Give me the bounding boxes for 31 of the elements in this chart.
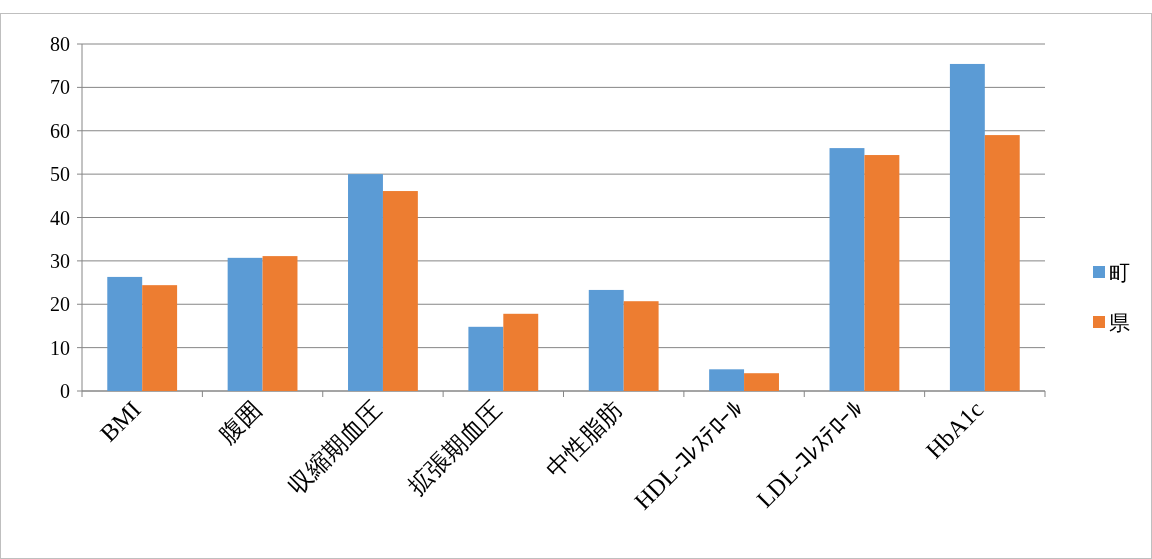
x-tick-label: 中性脂肪 [540,396,628,483]
y-tick-label: 40 [50,206,70,229]
y-tick-label: 10 [50,336,70,359]
y-tick-label: 70 [50,76,70,99]
x-tick-label: 腹囲 [213,396,267,449]
legend-label: 県 [1109,311,1130,335]
bar [227,257,263,391]
bar [262,256,298,391]
y-tick-label: 60 [50,119,70,142]
bar [984,135,1020,391]
y-tick-label: 30 [50,249,70,272]
bar [348,174,383,391]
bar [864,155,900,391]
y-tick-label: 80 [50,33,70,55]
bar [503,313,539,391]
legend-label: 町 [1109,261,1130,285]
x-tick-label: 収縮期血圧 [283,396,387,500]
bar [623,301,659,391]
bar [744,373,779,391]
bar [829,148,865,391]
x-tick-label: 拡張期血圧 [403,396,507,500]
bar [949,63,985,391]
bar [142,285,178,391]
bar [107,276,143,391]
y-tick-label: 0 [60,380,70,402]
bar [709,369,745,391]
bar [468,326,504,391]
bar [382,191,418,391]
y-tick-label: 20 [50,293,70,316]
bar [588,289,624,391]
y-tick-label: 50 [50,163,70,186]
